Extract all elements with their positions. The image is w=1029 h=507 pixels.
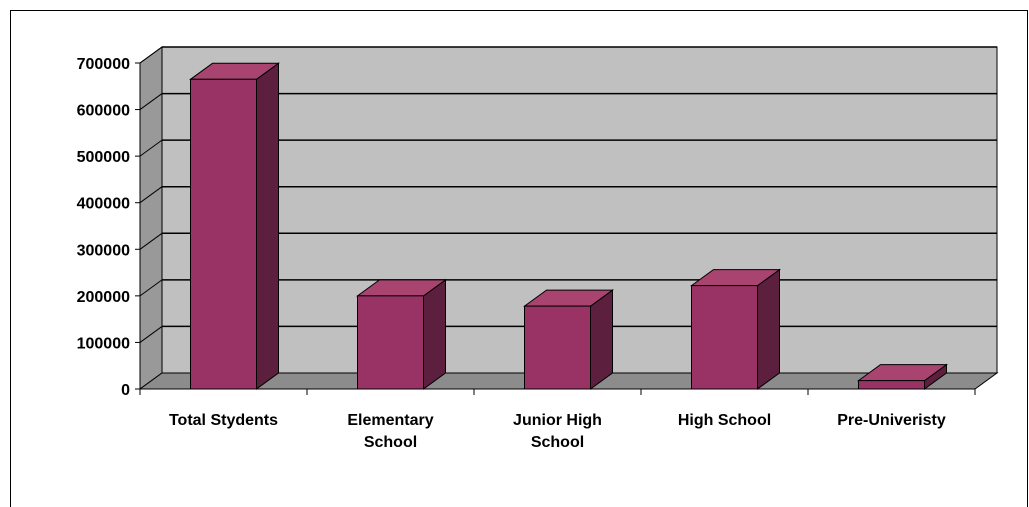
chart-frame (10, 10, 1028, 507)
y-tick-label: 500000 (77, 149, 130, 166)
gridline-side (139, 326, 163, 343)
bar-front (357, 295, 424, 390)
bar-front (524, 305, 591, 390)
y-tick-label: 700000 (77, 56, 130, 73)
side-wall (139, 46, 163, 390)
x-tick-label-line: Total Stydents (169, 412, 278, 429)
bars (188, 62, 949, 390)
y-tick-label: 300000 (77, 242, 130, 259)
gridline-side (139, 186, 163, 204)
bar (856, 363, 949, 390)
bar-side (590, 289, 613, 390)
x-tick-label-line: Pre-Univeristy (837, 412, 946, 429)
bar-front (190, 78, 257, 390)
y-tick-label: 600000 (77, 103, 130, 120)
x-tick-label-line: Junior High (513, 412, 602, 429)
x-tick-label: Junior High School (513, 412, 602, 451)
bar-side (423, 278, 446, 390)
bar-side (757, 268, 780, 390)
bar-front (858, 380, 925, 390)
x-tick-label-line: High School (678, 412, 771, 429)
bar (689, 268, 782, 390)
x-tick-label-line: School (531, 434, 584, 451)
y-tick-label: 200000 (77, 289, 130, 306)
x-tick-label: Elementary School (347, 412, 433, 451)
bar (188, 62, 281, 390)
bar-side (256, 62, 279, 390)
gridline-side (139, 93, 163, 110)
y-tick-label: 400000 (77, 196, 130, 213)
y-tick-label: 0 (121, 382, 130, 399)
bar (355, 278, 448, 390)
gridline-side (139, 139, 163, 157)
x-tick-label: Pre-Univeristy (837, 412, 946, 429)
gridline-side (139, 46, 163, 64)
bar (522, 289, 615, 390)
gridline-side (139, 232, 163, 250)
x-tick-label: Total Stydents (169, 412, 278, 429)
bar-front (691, 285, 758, 390)
y-axis: 0 100000 200000 300000 400000 500000 600000 700… (77, 56, 141, 399)
y-tick-label: 100000 (77, 335, 130, 352)
x-tick-label-line: Elementary (347, 412, 433, 429)
x-tick-label-line: School (364, 434, 417, 451)
x-tick-label: High School (678, 412, 771, 429)
gridline-side (139, 279, 163, 297)
